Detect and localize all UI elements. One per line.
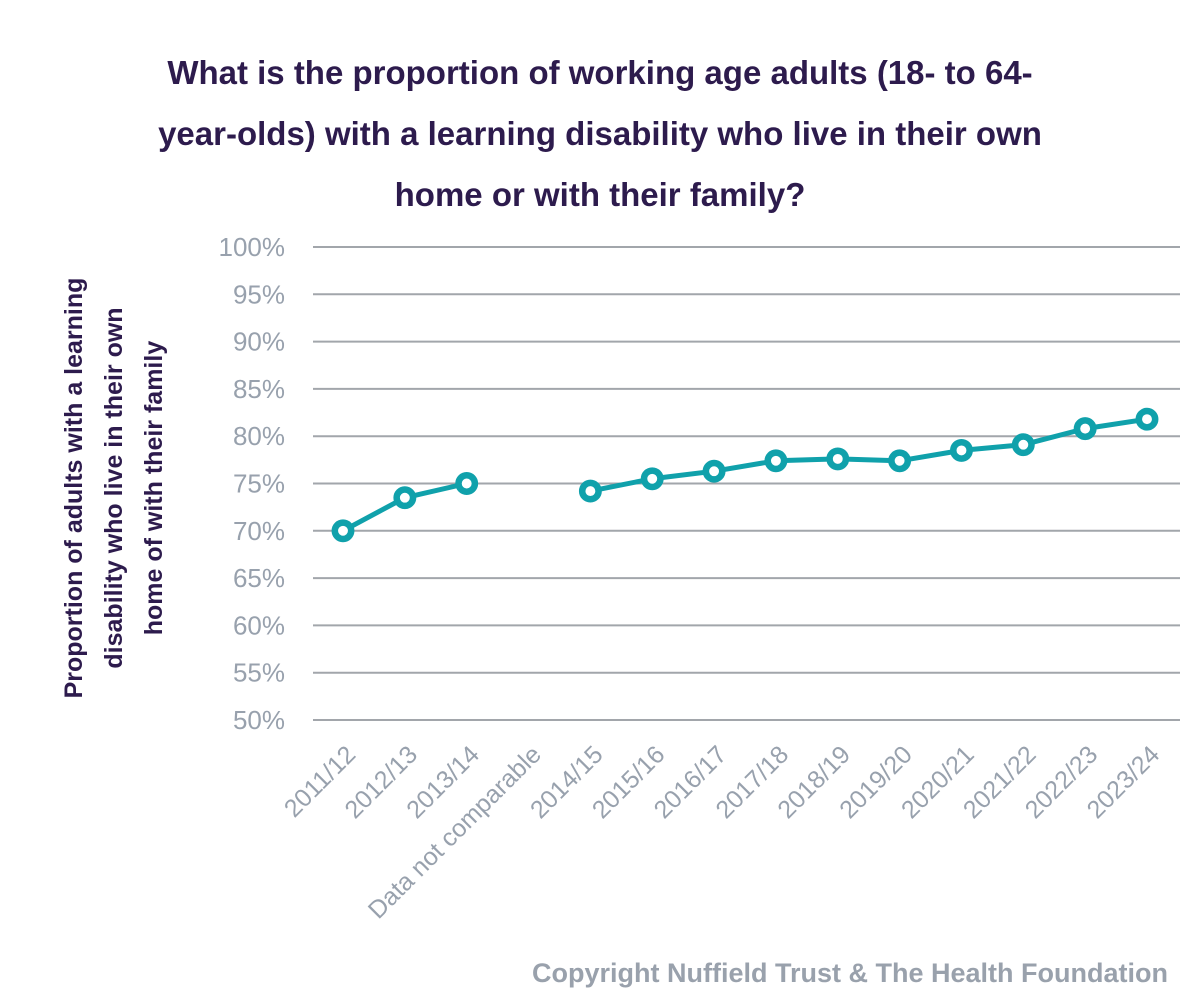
y-tick-label: 100% xyxy=(219,232,286,262)
data-point xyxy=(888,449,912,473)
y-tick-label: 95% xyxy=(233,279,285,309)
y-tick-label: 90% xyxy=(233,327,285,357)
chart-title-line-3: home or with their family? xyxy=(394,176,806,213)
chart-title: What is the proportion of working age ad… xyxy=(0,42,1200,225)
data-point xyxy=(640,467,664,491)
y-tick-label: 85% xyxy=(233,374,285,404)
y-tick-label: 60% xyxy=(233,610,285,640)
data-point xyxy=(702,459,726,483)
y-tick-label: 65% xyxy=(233,563,285,593)
y-tick-label: 55% xyxy=(233,658,285,688)
data-point xyxy=(578,479,602,503)
data-point xyxy=(1073,417,1097,441)
data-point xyxy=(764,449,788,473)
chart-title-line-1: What is the proportion of working age ad… xyxy=(167,54,1033,91)
data-line xyxy=(587,416,1150,494)
chart-title-line-2: year-olds) with a learning disability wh… xyxy=(158,115,1042,152)
data-point xyxy=(1011,433,1035,457)
data-point xyxy=(1135,407,1159,431)
y-tick-label: 75% xyxy=(233,469,285,499)
data-point xyxy=(393,486,417,510)
data-point xyxy=(950,438,973,462)
y-tick-label: 70% xyxy=(233,516,285,546)
copyright-notice: Copyright Nuffield Trust & The Health Fo… xyxy=(532,958,1168,988)
data-point xyxy=(331,519,355,543)
y-tick-label: 50% xyxy=(233,705,285,735)
data-point xyxy=(826,447,850,471)
y-tick-label: 80% xyxy=(233,421,285,451)
data-point xyxy=(455,472,479,495)
